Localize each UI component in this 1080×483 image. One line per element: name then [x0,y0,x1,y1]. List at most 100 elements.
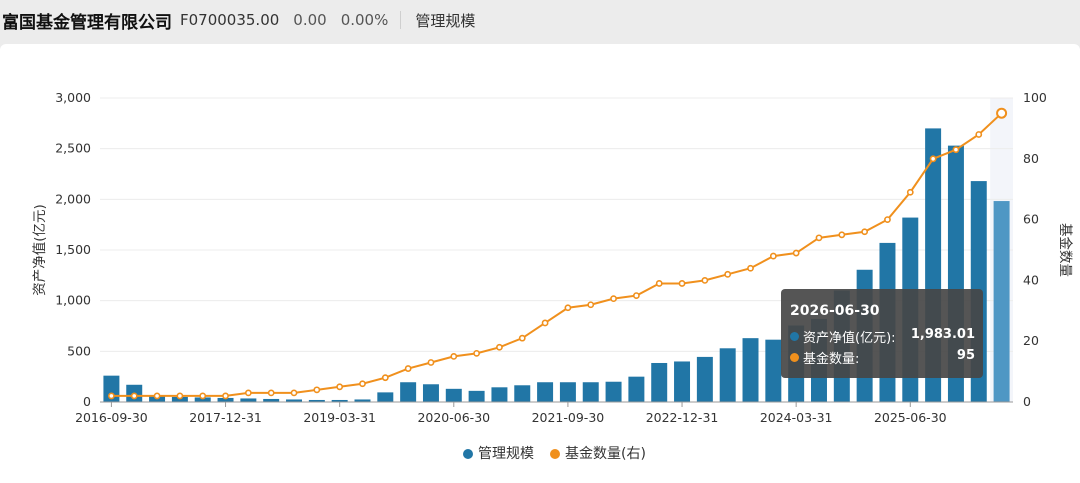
header-bar: 富国基金管理有限公司 F0700035.00 0.00 0.00% 管理规模 [0,0,1080,40]
bar [537,382,554,402]
bar [286,399,303,402]
bar [742,338,759,402]
x-tick-label: 2024-03-31 [760,410,833,425]
line-point [655,280,663,287]
bar [217,397,234,402]
bar [331,399,348,402]
y-tick-label: 3,000 [55,90,91,105]
tooltip-date: 2026-06-30 [790,303,880,319]
y2-tick-label: 80 [1023,151,1039,166]
line-point [153,392,161,400]
tooltip-row-assets: 资产净值(亿元): 1,983.01 [790,327,975,346]
tooltip-assets-label: 资产净值(亿元): [803,331,896,346]
line-point [496,343,503,351]
fund-count-line [111,112,1003,397]
line-point [587,301,595,309]
y2-tick-label: 20 [1023,333,1039,348]
chart-card [0,44,1080,483]
line-point [130,392,138,400]
chart-tooltip: 2026-06-30 资产净值(亿元): 1,983.01 基金数量: 95 [781,289,983,378]
bar [445,388,462,402]
tooltip-count-label: 基金数量: [803,352,860,367]
bar [377,392,394,402]
x-tick-label: 2019-03-31 [303,410,376,425]
line-point [427,359,435,366]
line-point [381,374,389,382]
tab-management-scale[interactable]: 管理规模 [415,11,476,30]
bar [422,384,439,402]
y2-tick-label: 60 [1023,212,1039,227]
x-tick-label: 2025-06-30 [874,410,947,425]
bar [674,361,691,402]
y-tick-label: 1,500 [55,242,91,257]
bar [400,382,417,402]
line-point [541,319,549,327]
bar-series-dot-icon [790,332,799,341]
x-tick-label: 2016-09-30 [75,410,148,425]
line-point [884,216,891,223]
legend-item-scale[interactable]: 管理规模 [463,443,534,463]
line-point [313,386,321,394]
bar [468,390,485,402]
tooltip-count-value: 95 [956,348,975,363]
line-point [724,270,732,278]
line-point [952,146,960,154]
line-point [404,365,412,372]
line-point [176,392,184,400]
line-point [792,249,800,257]
line-point [975,131,983,138]
bar [559,382,576,402]
bar [354,399,371,402]
line-point [747,264,754,272]
line-point [632,292,640,299]
line-point [336,383,344,391]
legend-item-count[interactable]: 基金数量(右) [550,443,646,463]
line-point [929,155,937,163]
bar [194,397,211,402]
legend-scale-label: 管理规模 [478,446,534,462]
y-tick-label: 2,000 [55,191,91,206]
y2-tick-label: 100 [1023,90,1047,105]
bar [765,339,782,402]
x-tick-label: 2017-12-31 [189,410,262,425]
y2-tick-label: 0 [1023,394,1031,409]
y-tick-label: 0 [83,394,91,409]
legend-line-icon [550,449,560,459]
y-tick-label: 2,500 [55,141,91,156]
bar [491,387,508,402]
change-percent: 0.00% [340,11,389,29]
legend-bar-icon [463,449,473,459]
tooltip-assets-value: 1,983.01 [910,327,975,342]
line-point [267,389,275,397]
line-point [678,280,686,287]
x-tick-label: 2021-09-30 [532,410,605,425]
bar [651,362,668,402]
y-axis-title: 资产净值(亿元) [32,204,48,296]
company-name: 富国基金管理有限公司 [2,12,172,33]
bar [171,396,188,402]
bar [993,201,1010,402]
tooltip-row-count: 基金数量: 95 [790,348,975,367]
line-point [450,352,458,360]
legend-count-label: 基金数量(右) [565,446,646,462]
line-point [244,389,252,397]
line-point [222,392,229,400]
line-point [108,392,115,400]
bar [628,376,645,402]
line-point [815,234,823,242]
y2-axis-title: 基金数量 [1057,223,1074,277]
header-divider [400,11,402,29]
line-point [473,349,481,357]
line-series-dot-icon [790,353,799,362]
line-point [610,295,617,303]
bar [582,382,599,402]
bar [514,385,531,402]
line-point [701,276,709,284]
line-point [359,380,366,388]
line-point [838,231,846,239]
x-tick-label: 2022-12-31 [646,410,719,425]
x-tick-label: 2020-06-30 [417,410,490,425]
bar [605,381,622,402]
line-point [199,392,207,400]
